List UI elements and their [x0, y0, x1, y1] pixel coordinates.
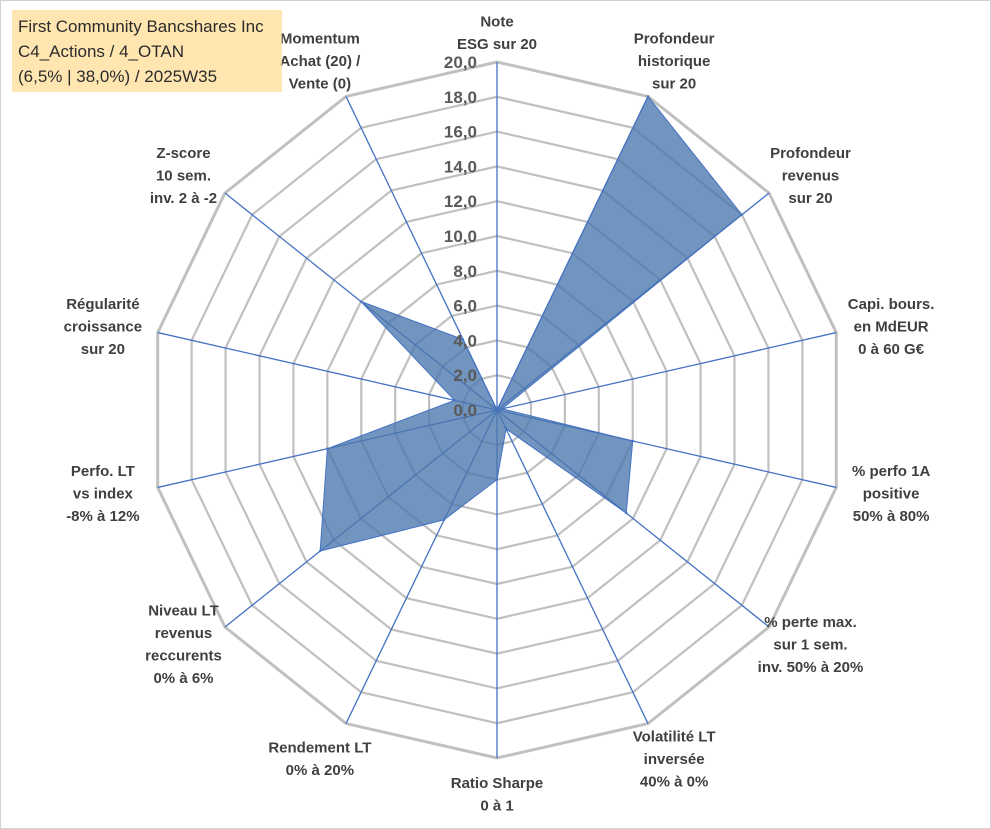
- data-point-11: [453, 399, 456, 402]
- axis-label: Volatilité LT: [633, 728, 716, 745]
- axis-label-group-6: Volatilité LT inversée 40% à 0%: [633, 728, 716, 790]
- category-line: C4_Actions / 4_OTAN: [18, 42, 184, 61]
- axis-label: sur 20: [788, 190, 832, 207]
- label-layer: Note ESG sur 20 Profondeur historique sur 20…: [64, 14, 935, 815]
- axis-label-group-12: Z-score 10 sem. inv. 2 à -2: [150, 145, 217, 207]
- axis-label: Note: [480, 14, 513, 31]
- axis-label-group-0: Note ESG sur 20: [457, 14, 537, 54]
- axis-label: positive: [863, 486, 920, 503]
- axis-label: Niveau LT: [148, 603, 219, 620]
- data-point-8: [442, 518, 446, 521]
- axis-label: Perfo. LT: [71, 463, 135, 480]
- data-point-0: [495, 408, 499, 412]
- tick-label: 16,0: [444, 123, 477, 142]
- spoke-6: [496, 409, 649, 724]
- axis-label: 0% à 6%: [153, 670, 213, 687]
- axis-label: 40% à 0%: [640, 773, 708, 790]
- axis-label-group-3: Capi. bours. en MdEUR 0 à 60 G€: [848, 296, 935, 358]
- tick-label: 18,0: [444, 88, 477, 107]
- axis-label: 10 sem.: [156, 168, 211, 185]
- tick-label: 20,0: [444, 53, 477, 72]
- data-point-12: [359, 300, 363, 303]
- tick-layer: 0,0 2,0 4,0 6,0 8,0 10,0 12,0 14,0 16,0 18,0 20,0: [444, 53, 477, 420]
- series-area: [319, 95, 743, 552]
- data-point-4: [631, 439, 634, 443]
- data-point-2: [740, 213, 744, 216]
- axis-label: sur 1 sem.: [773, 636, 847, 653]
- stats-line: (6,5% | 38,0%) / 2025W35: [18, 67, 218, 86]
- axis-label: Ratio Sharpe: [451, 775, 544, 792]
- tick-label: 2,0: [453, 366, 477, 385]
- axis-label-group-11: Régularité croissance sur 20: [64, 296, 142, 358]
- axis-label: historique: [638, 53, 711, 70]
- data-point-5: [625, 511, 628, 515]
- axis-label-group-9: Niveau LT revenus reccurents 0% à 6%: [145, 603, 222, 688]
- axis-label: Z-score: [156, 145, 210, 162]
- axis-label: vs index: [73, 486, 134, 503]
- spoke-3: [496, 331, 837, 411]
- axis-label-group-4: % perfo 1A positive 50% à 80%: [852, 463, 931, 525]
- axis-label: inv. 50% à 20%: [758, 659, 864, 676]
- data-point-9: [318, 549, 322, 553]
- axis-label: reccurents: [145, 648, 222, 665]
- spoke-11: [157, 331, 498, 411]
- tick-label: 0,0: [453, 401, 477, 420]
- company-name: First Community Bancshares Inc: [18, 17, 264, 36]
- axis-label: Profondeur: [634, 31, 715, 48]
- data-point-1: [646, 95, 650, 98]
- data-point-3: [500, 407, 504, 411]
- axis-label: revenus: [782, 168, 840, 185]
- axis-label-group-1: Profondeur historique sur 20: [634, 31, 715, 93]
- axis-label: Capi. bours.: [848, 296, 935, 313]
- axis-label: en MdEUR: [854, 318, 929, 335]
- axis-label-group-8: Rendement LT 0% à 20%: [268, 740, 371, 780]
- axis-label: Rendement LT: [268, 740, 371, 757]
- axis-label: Profondeur: [770, 145, 851, 162]
- tick-label: 14,0: [444, 157, 477, 176]
- axis-label: croissance: [64, 318, 142, 335]
- axis-label: 0% à 20%: [286, 762, 354, 779]
- axis-label: Régularité: [66, 296, 139, 313]
- tick-label: 6,0: [453, 297, 477, 316]
- axis-label-group-10: Perfo. LT vs index -8% à 12%: [66, 463, 139, 525]
- tick-label: 12,0: [444, 192, 477, 211]
- data-point-7: [495, 478, 499, 481]
- axis-label: 0 à 1: [480, 797, 513, 814]
- axis-label: -8% à 12%: [66, 508, 139, 525]
- tick-label: 8,0: [453, 262, 477, 281]
- axis-label: % perfo 1A: [852, 463, 931, 480]
- axis-label: sur 20: [652, 76, 696, 93]
- tick-label: 4,0: [453, 331, 477, 350]
- axis-label-group-2: Profondeur revenus sur 20: [770, 145, 851, 207]
- data-point-10: [326, 447, 329, 450]
- data-point-13: [461, 338, 465, 341]
- axis-label-group-5: % perte max. sur 1 sem. inv. 50% à 20%: [758, 614, 864, 676]
- axis-label-group-13: Momentum Achat (20) / Vente (0): [279, 31, 361, 93]
- axis-label: % perte max.: [764, 614, 857, 631]
- axis-label: revenus: [155, 625, 213, 642]
- axis-label: inversée: [644, 751, 705, 768]
- axis-label: sur 20: [81, 341, 125, 358]
- axis-label: 50% à 80%: [853, 508, 930, 525]
- axis-label: Momentum: [280, 31, 360, 48]
- axis-label: Vente (0): [289, 76, 352, 93]
- data-point-6: [504, 427, 508, 431]
- axis-label: inv. 2 à -2: [150, 190, 217, 207]
- tick-label: 10,0: [444, 227, 477, 246]
- axis-label: ESG sur 20: [457, 36, 537, 53]
- title-box: First Community Bancshares Inc C4_Action…: [12, 10, 282, 92]
- axis-label-group-7: Ratio Sharpe 0 à 1: [451, 775, 544, 815]
- axis-label: Achat (20) /: [279, 53, 361, 70]
- series-layer: [318, 95, 744, 553]
- axis-label: 0 à 60 G€: [858, 341, 925, 358]
